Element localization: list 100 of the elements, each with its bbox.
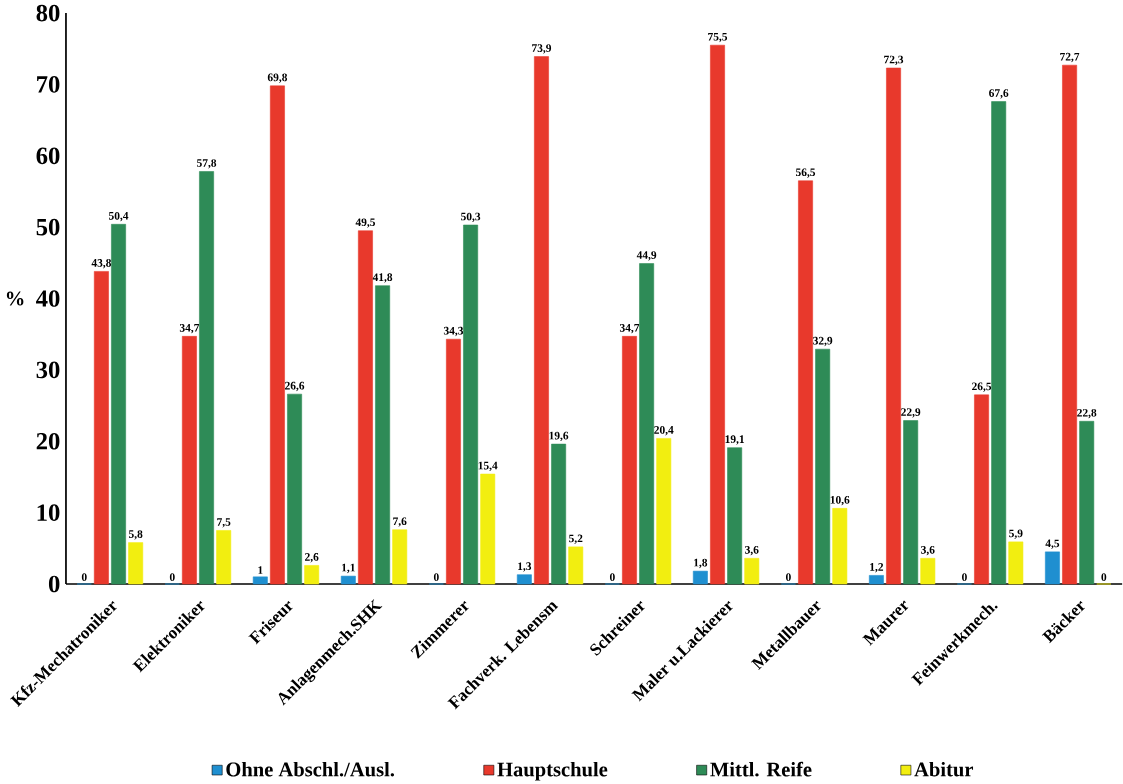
y-tick-label: 70 bbox=[37, 76, 60, 93]
data-label: 0 bbox=[169, 573, 175, 581]
data-label: 0 bbox=[433, 573, 439, 581]
data-label: 7,6 bbox=[393, 517, 407, 527]
y-tick-label: 60 bbox=[36, 147, 60, 165]
data-label: 26,5 bbox=[972, 382, 992, 392]
bar bbox=[252, 576, 268, 585]
data-label: 50,4 bbox=[108, 211, 129, 222]
data-label: 19,1 bbox=[725, 435, 745, 445]
bar bbox=[1045, 551, 1060, 585]
y-tick-label: 20 bbox=[36, 432, 60, 450]
data-label: 69,8 bbox=[267, 73, 288, 83]
data-label: 5,2 bbox=[569, 534, 583, 544]
data-label: 32,9 bbox=[813, 336, 833, 347]
bar bbox=[216, 530, 232, 585]
bar bbox=[798, 180, 813, 585]
bar bbox=[744, 557, 760, 585]
data-label: 1,1 bbox=[342, 563, 355, 574]
legend-label: Hauptschule bbox=[497, 761, 608, 781]
data-label: 57,8 bbox=[197, 159, 217, 169]
bar bbox=[815, 348, 831, 585]
bar bbox=[480, 473, 496, 585]
data-label: 50,3 bbox=[461, 212, 481, 222]
bar bbox=[974, 394, 989, 585]
data-label: 22,9 bbox=[901, 408, 921, 418]
data-label: 73,9 bbox=[532, 44, 552, 54]
data-label: 44,9 bbox=[636, 251, 657, 261]
data-label: 0 bbox=[962, 573, 967, 581]
bar bbox=[93, 271, 109, 585]
data-label: 0 bbox=[609, 573, 615, 581]
data-label: 1,2 bbox=[870, 563, 884, 573]
bar bbox=[1062, 64, 1077, 585]
data-label: 0 bbox=[81, 573, 87, 581]
bar bbox=[534, 56, 549, 585]
data-label: 7,5 bbox=[217, 518, 231, 528]
data-label: 67,6 bbox=[989, 89, 1009, 99]
data-label: 2,6 bbox=[305, 553, 319, 563]
bar bbox=[446, 338, 461, 585]
data-label: 20,4 bbox=[654, 425, 674, 436]
data-label: 1,8 bbox=[694, 558, 708, 569]
data-label: 22,8 bbox=[1077, 408, 1097, 419]
data-label: 3,6 bbox=[745, 545, 759, 556]
data-label: 56,5 bbox=[795, 168, 816, 178]
data-label: 26,6 bbox=[285, 381, 305, 392]
bar bbox=[886, 67, 901, 585]
bar bbox=[622, 336, 637, 585]
bar bbox=[692, 570, 708, 585]
data-label: 0 bbox=[785, 573, 791, 581]
bar bbox=[920, 557, 936, 585]
y-axis-title: % bbox=[6, 291, 24, 306]
bar bbox=[710, 44, 725, 585]
data-label: 10,6 bbox=[830, 495, 850, 506]
bar bbox=[182, 336, 197, 585]
bar bbox=[727, 447, 743, 585]
y-tick-label: 0 bbox=[48, 575, 60, 593]
bar bbox=[128, 542, 144, 585]
bar bbox=[270, 85, 285, 585]
bar bbox=[287, 393, 302, 585]
y-tick-label: 10 bbox=[37, 504, 60, 521]
bar bbox=[551, 443, 567, 585]
bar bbox=[392, 529, 408, 585]
bar bbox=[868, 575, 884, 585]
bar bbox=[1008, 541, 1024, 585]
data-label: 5,9 bbox=[1009, 529, 1023, 539]
bar bbox=[832, 507, 848, 585]
y-tick-label: 30 bbox=[36, 361, 60, 379]
legend-label: Ohne Abschl./Ausl. bbox=[226, 761, 395, 777]
data-label: 43,8 bbox=[91, 258, 112, 269]
bar bbox=[1079, 420, 1095, 585]
data-label: 72,3 bbox=[884, 55, 904, 65]
data-label: 1 bbox=[258, 566, 263, 574]
data-label: 34,3 bbox=[443, 326, 464, 337]
bar bbox=[516, 574, 532, 585]
data-label: 49,5 bbox=[355, 218, 376, 228]
bar bbox=[358, 230, 373, 585]
data-label: 5,8 bbox=[128, 530, 143, 540]
y-tick-label: 50 bbox=[36, 218, 60, 236]
bar bbox=[656, 438, 672, 585]
legend-label: Abitur bbox=[914, 761, 974, 777]
data-label: 72,7 bbox=[1060, 52, 1080, 63]
legend-label: Mittl. Reife bbox=[710, 761, 812, 777]
bar bbox=[340, 575, 356, 585]
data-label: 75,5 bbox=[708, 32, 728, 43]
data-label: 34,7 bbox=[179, 323, 200, 334]
data-label: 3,6 bbox=[921, 545, 935, 556]
data-label: 19,6 bbox=[549, 431, 569, 442]
data-label: 15,4 bbox=[478, 461, 498, 472]
bar bbox=[199, 171, 214, 585]
y-tick-label: 40 bbox=[36, 290, 60, 307]
data-label: 1,3 bbox=[518, 562, 532, 572]
bar bbox=[111, 223, 126, 585]
bar bbox=[568, 546, 584, 585]
bar bbox=[991, 101, 1007, 585]
bar bbox=[903, 420, 919, 585]
bar bbox=[463, 224, 479, 585]
bar bbox=[639, 263, 655, 585]
data-label: 0 bbox=[1101, 573, 1107, 581]
bar bbox=[375, 285, 391, 585]
y-tick-label: 80 bbox=[36, 4, 60, 22]
data-label: 4,5 bbox=[1045, 539, 1060, 549]
